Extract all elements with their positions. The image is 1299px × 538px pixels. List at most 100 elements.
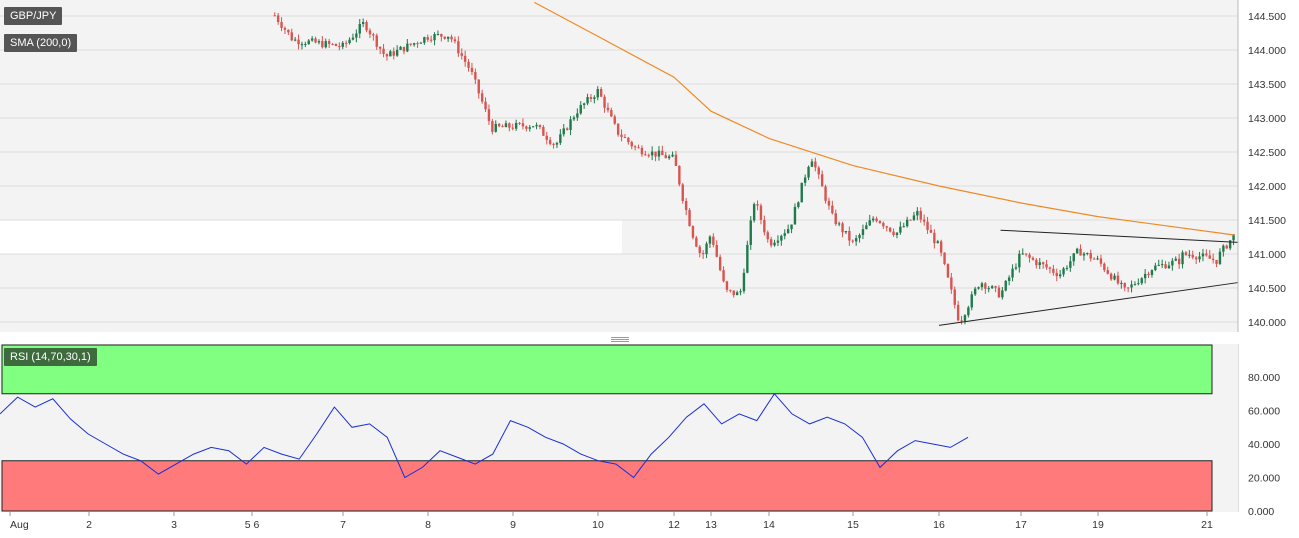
candle-body: [528, 127, 531, 129]
candle-body: [708, 236, 712, 244]
candle-body: [351, 37, 355, 40]
candle-body: [797, 202, 800, 207]
candle-body: [793, 206, 797, 225]
candle-body: [895, 232, 899, 235]
candle-body: [433, 34, 436, 41]
candle-body: [824, 186, 827, 201]
candle-body: [885, 226, 888, 228]
candle-body: [640, 147, 644, 155]
candle-body: [484, 101, 487, 110]
rsi-tick-label: 40.000: [1248, 439, 1280, 451]
time-tick-label: 12: [668, 519, 680, 531]
pane-resize-handle[interactable]: [611, 337, 629, 342]
price-tick-label: 140.000: [1248, 317, 1286, 329]
candle-body: [368, 30, 372, 35]
candle-body: [858, 235, 861, 239]
candle-body: [412, 43, 416, 45]
candle-body: [990, 286, 994, 289]
candle-body: [1160, 264, 1164, 266]
candle-body: [378, 46, 382, 49]
candle-body: [572, 117, 576, 120]
candle-body: [1177, 258, 1181, 265]
candle-body: [552, 143, 555, 145]
candle-body: [355, 33, 358, 38]
time-tick-label: 10: [592, 519, 604, 531]
candle-body: [803, 177, 807, 183]
candle-body: [1171, 260, 1174, 266]
candle-body: [851, 240, 854, 242]
candle-body: [844, 230, 848, 233]
candle-body: [1184, 252, 1188, 255]
candle-body: [1211, 258, 1215, 260]
candle-body: [1041, 262, 1045, 265]
candle-body: [909, 219, 912, 221]
candle-body: [426, 37, 429, 40]
price-tick-label: 141.000: [1248, 249, 1286, 261]
candle-body: [1120, 283, 1123, 285]
candle-body: [888, 227, 892, 232]
candle-body: [939, 241, 943, 253]
candle-body: [946, 264, 950, 278]
candle-body: [521, 123, 525, 127]
candle-body: [321, 41, 324, 48]
candle-body: [1045, 264, 1048, 268]
candle-body: [385, 54, 389, 57]
candle-body: [402, 46, 406, 52]
candle-body: [705, 243, 708, 255]
candle-body: [419, 42, 423, 44]
price-tick-label: 141.500: [1248, 215, 1286, 227]
candle-body: [763, 219, 766, 233]
rsi-oversold-zone: [1, 460, 1213, 512]
price-tick-label: 143.500: [1248, 79, 1286, 91]
candle-body: [831, 205, 834, 214]
triangle-trendlines: [938, 229, 1239, 326]
candle-body: [535, 125, 538, 127]
candle-body: [1150, 270, 1154, 276]
candle-body: [882, 223, 885, 227]
trendline-lower: [938, 282, 1239, 326]
candle-body: [416, 43, 419, 45]
candle-body: [327, 41, 331, 44]
candle-body: [576, 113, 579, 118]
time-tick-label: 3: [171, 519, 177, 531]
candle-body: [746, 244, 749, 273]
candle-body: [423, 37, 426, 43]
candle-body: [1113, 275, 1116, 280]
candle-body: [871, 218, 875, 221]
candle-body: [440, 33, 443, 37]
candle-body: [691, 226, 695, 238]
candle-body: [494, 123, 497, 132]
candle-body: [769, 239, 773, 246]
candle-body: [681, 184, 684, 202]
candle-body: [718, 256, 722, 271]
price-tick-label: 142.500: [1248, 147, 1286, 159]
candle-body: [627, 137, 630, 143]
candle-body: [810, 161, 814, 167]
candle-body: [790, 224, 793, 230]
candle-body: [1058, 274, 1062, 277]
candle-body: [579, 104, 582, 114]
candle-body: [987, 288, 990, 290]
candle-body: [620, 134, 623, 137]
candle-body: [698, 246, 701, 253]
candle-body: [300, 44, 304, 46]
candle-body: [382, 48, 385, 55]
candle-body: [1147, 273, 1150, 276]
candle-body: [899, 226, 902, 233]
time-tick-label: 2: [86, 519, 92, 531]
candle-body: [1096, 258, 1099, 260]
price-tick-label: 140.500: [1248, 283, 1286, 295]
candle-body: [783, 233, 786, 236]
candle-body: [1218, 251, 1222, 264]
candle-body: [875, 218, 878, 222]
candle-body: [460, 53, 463, 56]
candle-body: [531, 126, 535, 128]
candle-body: [1205, 253, 1208, 256]
candle-body: [395, 49, 399, 56]
candle-body: [1232, 234, 1235, 241]
candle-body: [446, 36, 450, 39]
price-tick-label: 143.000: [1248, 113, 1286, 125]
candle-body: [630, 142, 633, 147]
candle-body: [837, 223, 841, 225]
candle-body: [1065, 267, 1069, 269]
